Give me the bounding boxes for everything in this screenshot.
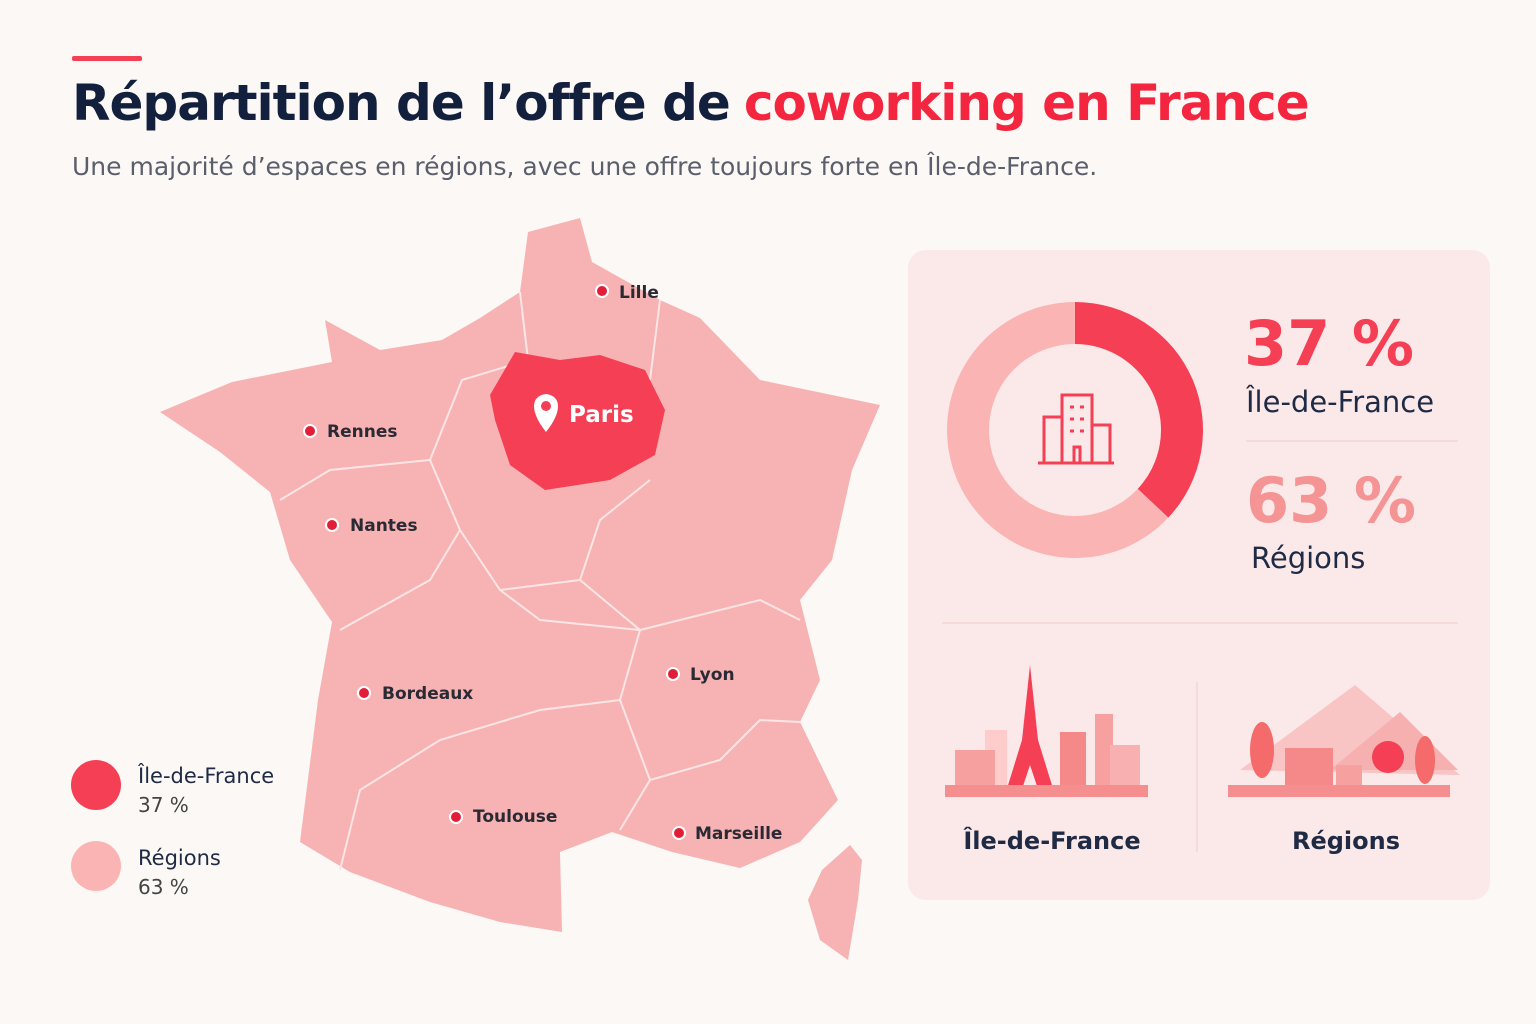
title-part: Répartition de l’offre de — [72, 74, 730, 132]
donut-slice — [947, 302, 1169, 558]
pin-icon — [534, 394, 558, 432]
city-label: Toulouse — [473, 807, 557, 827]
legend-label: Régions — [138, 846, 221, 870]
city-label: Marseille — [695, 824, 782, 844]
donut-chart — [947, 302, 1203, 558]
france-shape — [160, 218, 880, 932]
city-label: Bordeaux — [382, 684, 473, 704]
percent-label: Régions — [1251, 541, 1365, 575]
city-dot — [303, 424, 317, 438]
title-highlight: coworking en France — [744, 74, 1309, 132]
legend-value: 63 % — [138, 875, 189, 899]
legend-label: Île-de-France — [137, 763, 274, 788]
city-label: Paris — [569, 402, 634, 428]
city-dot — [595, 284, 609, 298]
building-icon — [1038, 393, 1114, 465]
city-label: Nantes — [350, 516, 418, 536]
city-dot — [449, 810, 463, 824]
city-label: Rennes — [327, 422, 397, 442]
donut-hole — [990, 345, 1160, 515]
city-dot — [666, 667, 680, 681]
city-label: Lille — [619, 283, 659, 303]
legend-swatch — [71, 841, 121, 891]
donut-slice — [1075, 302, 1203, 518]
map: Paris Lille Rennes Nantes Bordeaux Lyon … — [160, 218, 880, 960]
percent-value: 63 % — [1246, 464, 1416, 537]
panel-label: Régions — [1292, 827, 1400, 855]
legend-swatch — [71, 760, 121, 810]
subtitle: Une majorité d’espaces en régions, avec … — [72, 152, 1097, 181]
legend: Île-de-France 37 % Régions 63 % — [71, 760, 274, 899]
ile-de-france-shape — [490, 352, 665, 490]
percent-label: Île-de-France — [1245, 385, 1434, 419]
regions-icon — [1228, 685, 1460, 797]
percent-value: 37 % — [1244, 307, 1414, 380]
corsica-shape — [808, 845, 862, 960]
skyline-icon — [945, 665, 1148, 797]
panel-label: Île-de-France — [963, 826, 1140, 855]
pin-hole — [541, 401, 551, 411]
legend-value: 37 % — [138, 793, 189, 817]
city-dot — [325, 518, 339, 532]
city-dots — [303, 284, 686, 840]
city-dot — [672, 826, 686, 840]
accent-bar — [72, 56, 142, 61]
city-dot — [357, 686, 371, 700]
title: Répartition de l’offre de coworking en Fr… — [72, 74, 1309, 132]
region-borders — [279, 291, 801, 871]
city-label: Lyon — [690, 665, 735, 685]
